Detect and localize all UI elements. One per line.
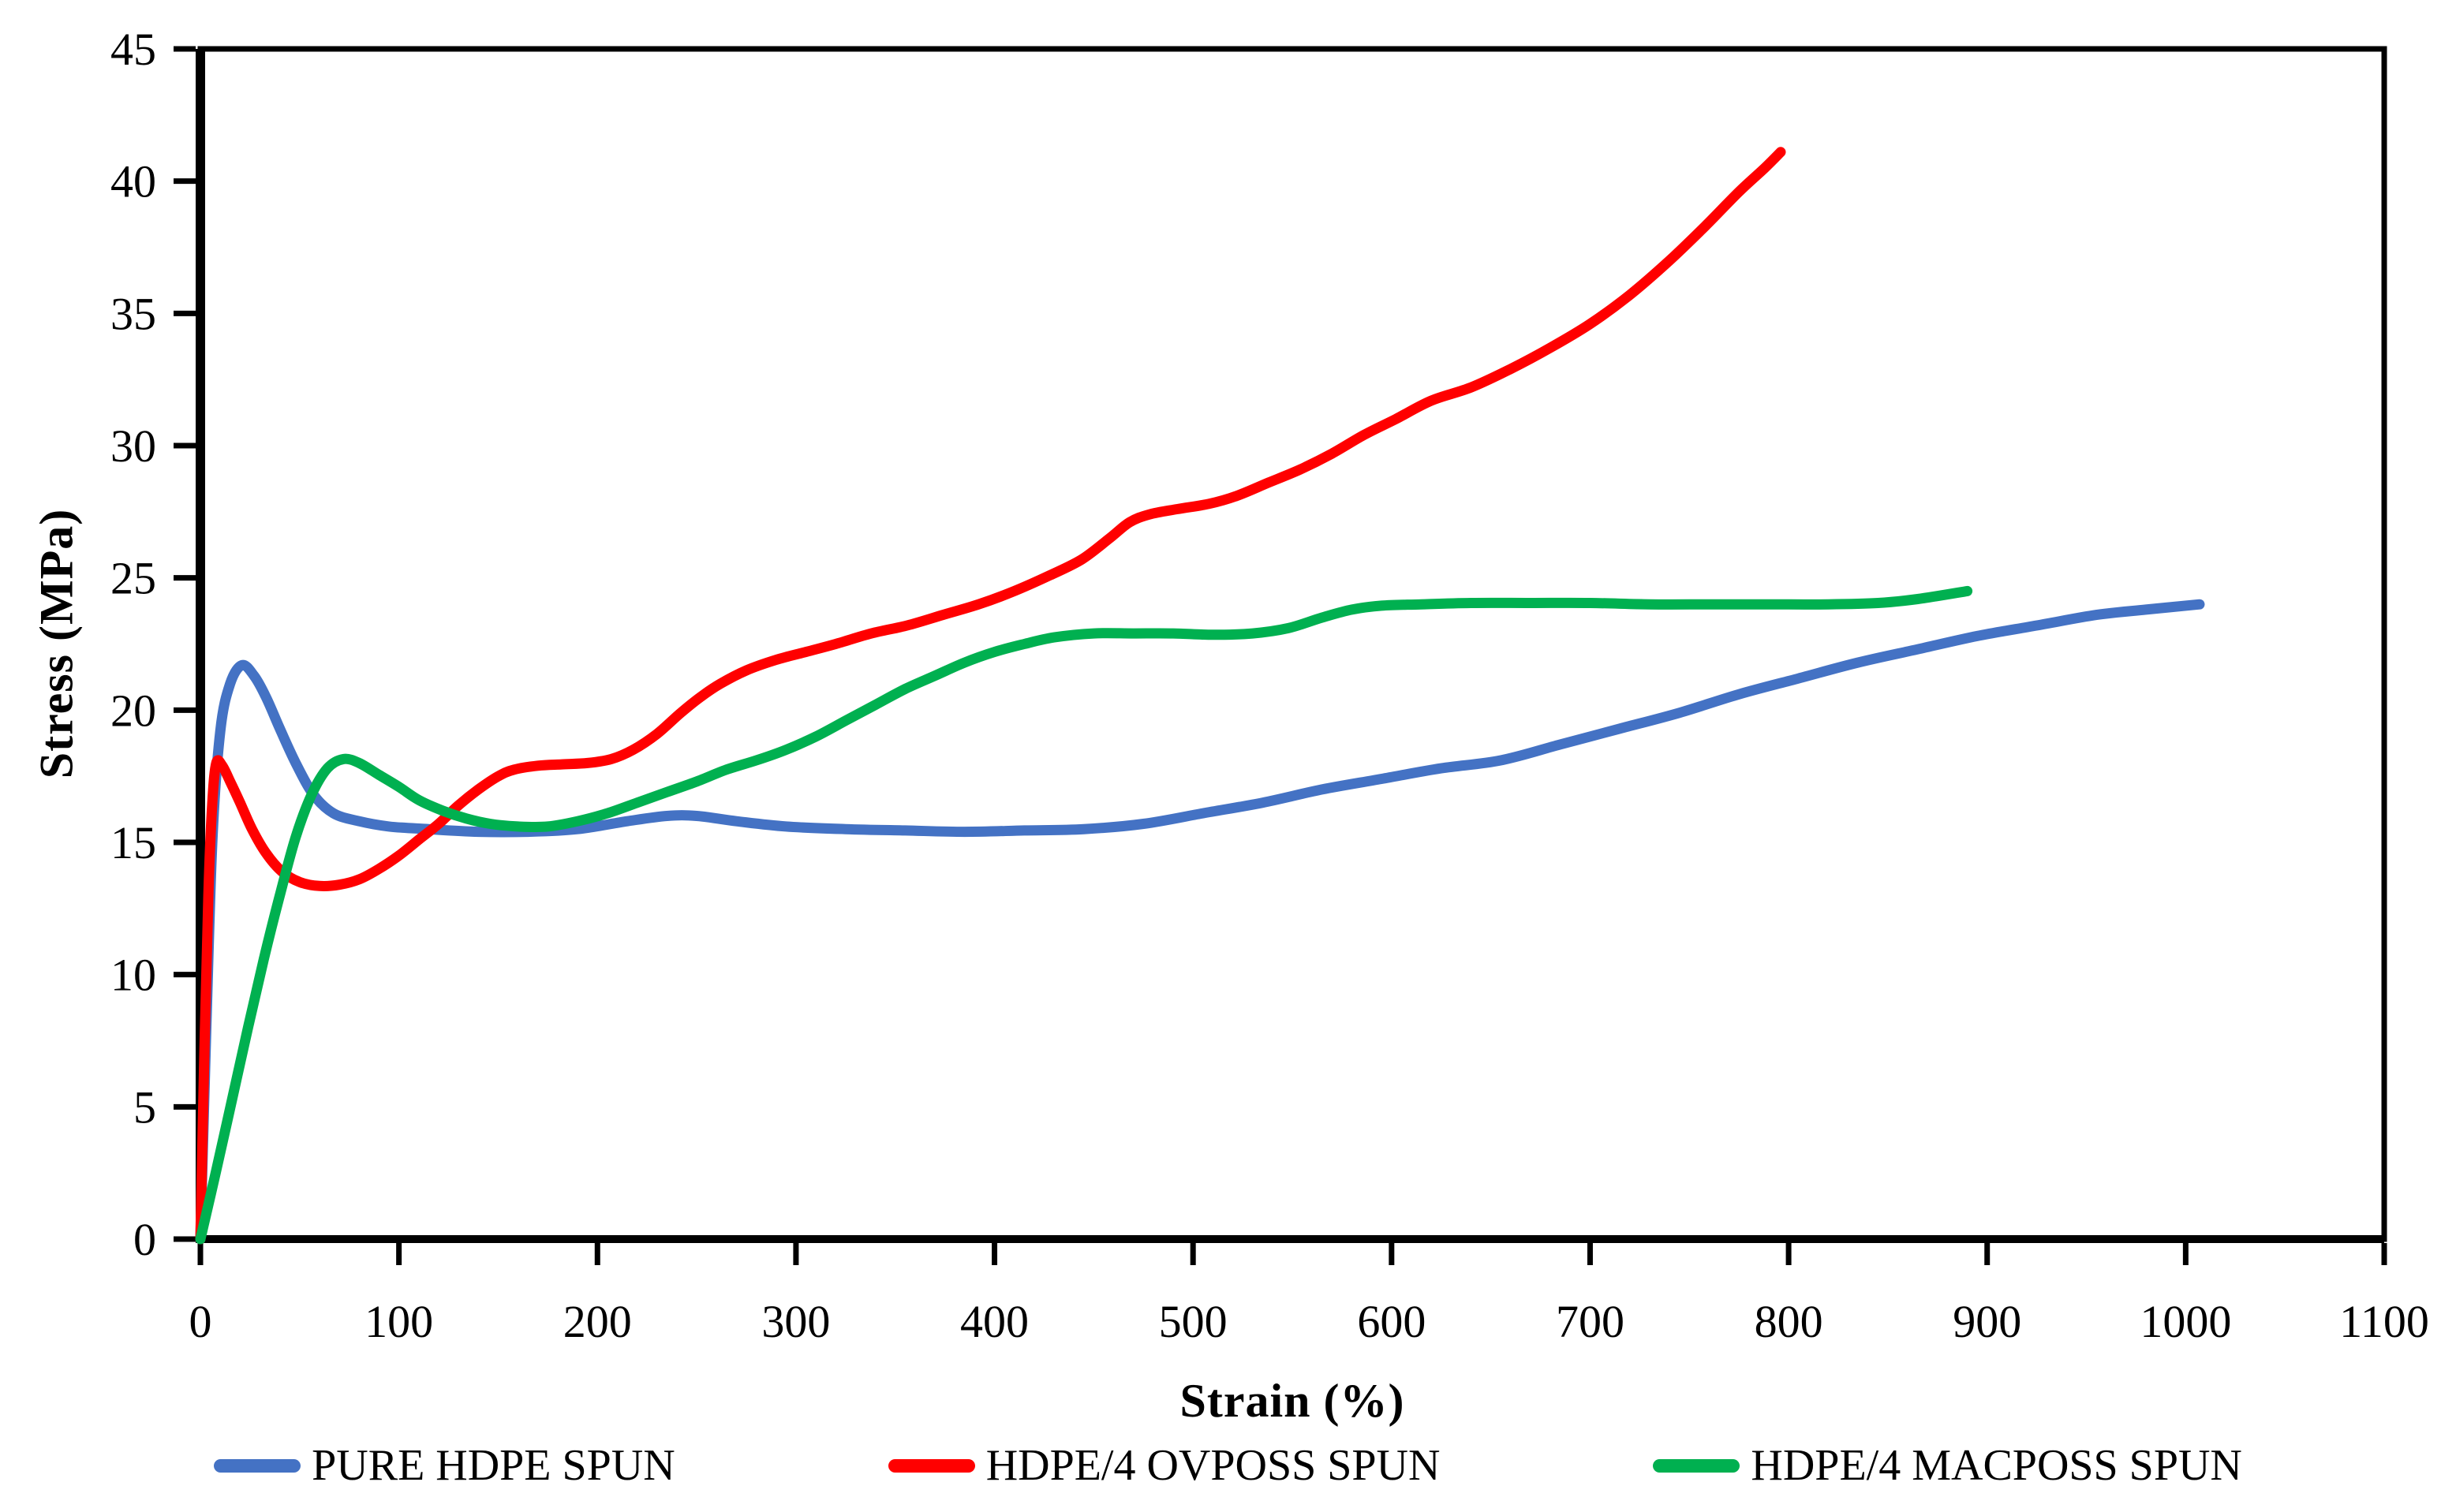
y-tick-label: 30 [110,420,156,472]
series-line-hdpe-4-ovposs-spun [195,147,1786,1245]
y-axis-title: Stress (MPa) [30,508,83,779]
x-tick-label: 300 [761,1296,830,1347]
plot-border [197,46,2387,1242]
x-tick-label: 1100 [2339,1296,2429,1347]
y-tick-label: 5 [133,1081,156,1133]
legend-swatch-hdpe-4-ovposs-spun [888,1458,975,1473]
x-tick-label: 600 [1357,1296,1426,1347]
legend-item-pure-hdpe-spun: PURE HDPE SPUN [214,1440,675,1491]
series-line-pure-hdpe-spun [195,599,2205,1245]
legend-label-hdpe-4-macposs-spun: HDPE/4 MACPOSS SPUN [1751,1441,2242,1490]
x-tick-label: 100 [364,1296,433,1347]
x-axis-title: Strain (%) [1179,1375,1405,1427]
legend-item-hdpe-4-macposs-spun: HDPE/4 MACPOSS SPUN [1653,1440,2242,1491]
x-tick-label: 900 [1953,1296,2021,1347]
x-tick-label: 500 [1159,1296,1228,1347]
legend-label-hdpe-4-ovposs-spun: HDPE/4 OVPOSS SPUN [985,1441,1441,1490]
legend-swatch-hdpe-4-macposs-spun [1653,1458,1740,1473]
legend: PURE HDPE SPUN HDPE/4 OVPOSS SPUN HDPE/4… [0,1440,2456,1491]
legend-label-pure-hdpe-spun: PURE HDPE SPUN [312,1441,675,1490]
series-line-hdpe-4-macposs-spun [195,585,1973,1245]
x-tick-label: 400 [960,1296,1029,1347]
y-tick-label: 0 [133,1214,156,1265]
y-tick-label: 10 [110,950,156,1001]
y-tick-label: 35 [110,288,156,339]
y-tick-label: 25 [110,553,156,604]
x-tick-label: 200 [563,1296,632,1347]
y-tick-label: 45 [110,24,156,75]
y-tick-label: 40 [110,156,156,207]
x-tick-label: 800 [1755,1296,1823,1347]
y-tick-label: 20 [110,685,156,736]
y-tick-label: 15 [110,817,156,868]
x-tick-label: 1000 [2140,1296,2231,1347]
legend-item-hdpe-4-ovposs-spun: HDPE/4 OVPOSS SPUN [888,1440,1441,1491]
legend-swatch-pure-hdpe-spun [214,1458,301,1473]
x-tick-label: 700 [1556,1296,1624,1347]
x-tick-label: 0 [189,1296,212,1347]
